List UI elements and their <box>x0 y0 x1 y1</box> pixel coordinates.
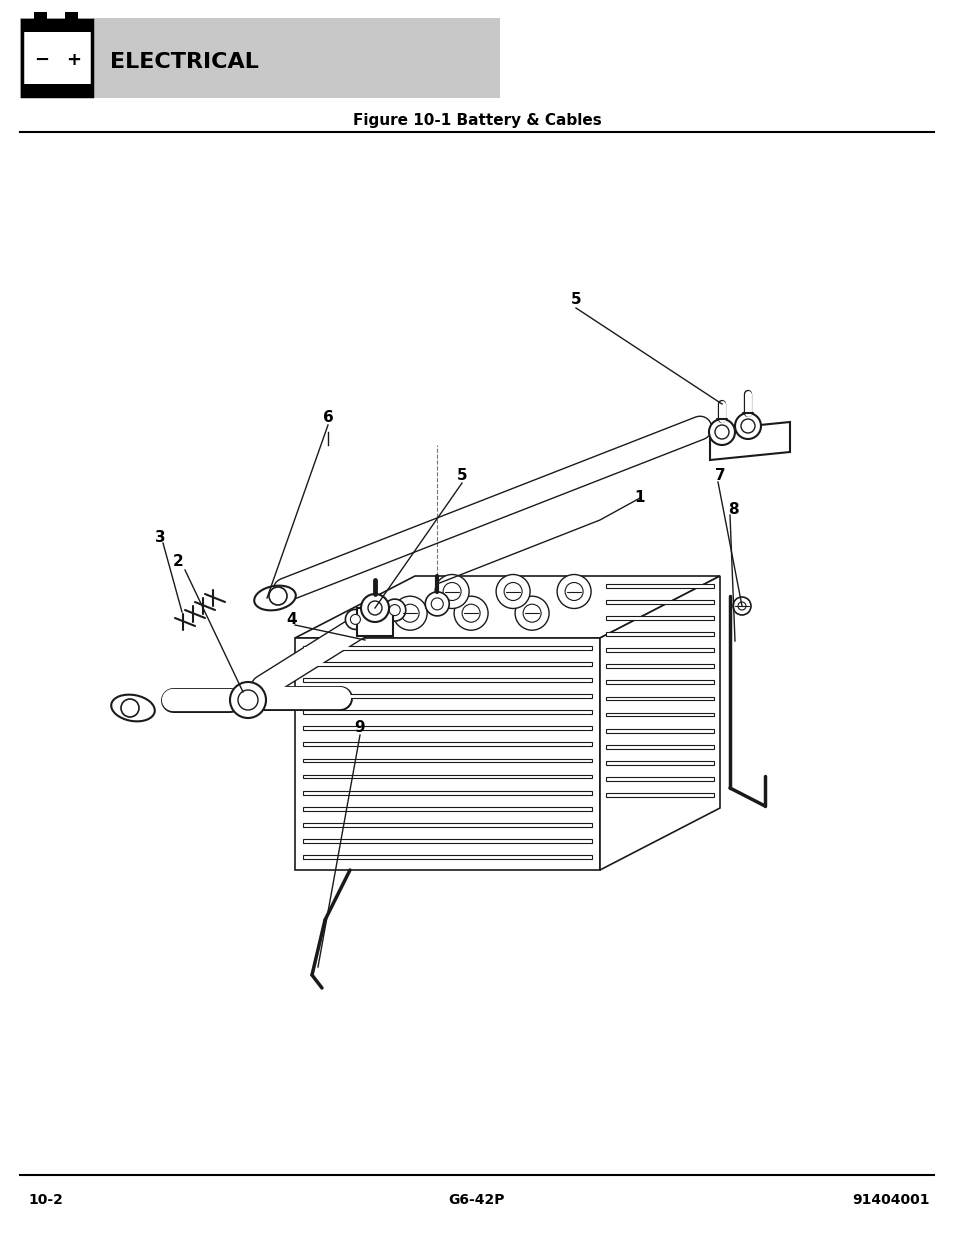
Bar <box>303 678 592 682</box>
Circle shape <box>121 699 139 718</box>
Bar <box>22 20 91 96</box>
Bar <box>303 662 592 666</box>
Circle shape <box>461 604 479 622</box>
Circle shape <box>522 604 540 622</box>
Circle shape <box>732 597 750 615</box>
Text: 2: 2 <box>172 555 183 569</box>
Circle shape <box>425 592 449 616</box>
Polygon shape <box>605 697 713 700</box>
Text: 9: 9 <box>355 720 365 736</box>
Circle shape <box>435 574 469 609</box>
Circle shape <box>708 419 734 445</box>
Bar <box>65 12 78 20</box>
Circle shape <box>515 597 549 630</box>
Circle shape <box>714 425 728 438</box>
Bar <box>303 823 592 826</box>
Text: 4: 4 <box>287 613 297 627</box>
Polygon shape <box>605 745 713 748</box>
Text: 7: 7 <box>714 468 724 483</box>
Circle shape <box>431 598 443 610</box>
Circle shape <box>400 604 418 622</box>
Circle shape <box>230 682 266 718</box>
Circle shape <box>389 605 400 615</box>
Text: 3: 3 <box>154 531 165 546</box>
Polygon shape <box>605 729 713 732</box>
Polygon shape <box>605 761 713 764</box>
Circle shape <box>237 690 257 710</box>
Circle shape <box>496 574 530 609</box>
Polygon shape <box>294 576 720 638</box>
Polygon shape <box>599 576 720 869</box>
Circle shape <box>734 412 760 438</box>
Bar <box>303 710 592 714</box>
Polygon shape <box>605 664 713 668</box>
Circle shape <box>557 574 591 609</box>
Polygon shape <box>605 600 713 604</box>
Bar <box>22 20 91 32</box>
Bar <box>356 608 393 636</box>
Circle shape <box>350 614 360 625</box>
Bar <box>20 19 499 98</box>
Polygon shape <box>605 713 713 716</box>
Ellipse shape <box>253 585 295 610</box>
Text: 1: 1 <box>634 490 644 505</box>
Bar <box>303 855 592 858</box>
Bar <box>303 726 592 730</box>
Polygon shape <box>709 422 789 459</box>
Bar <box>303 839 592 842</box>
Bar <box>34 12 47 20</box>
Bar <box>303 646 592 650</box>
Bar <box>303 774 592 778</box>
Bar <box>22 84 91 96</box>
Circle shape <box>269 587 287 605</box>
Text: +: + <box>67 51 81 69</box>
Polygon shape <box>605 793 713 797</box>
Bar <box>303 758 592 762</box>
Bar <box>303 694 592 698</box>
Circle shape <box>564 583 582 600</box>
Circle shape <box>360 594 389 622</box>
Polygon shape <box>605 584 713 588</box>
Polygon shape <box>605 777 713 781</box>
Bar <box>303 742 592 746</box>
Text: 91404001: 91404001 <box>852 1193 929 1207</box>
Circle shape <box>442 583 460 600</box>
Circle shape <box>345 609 365 630</box>
Circle shape <box>454 597 488 630</box>
Text: ELECTRICAL: ELECTRICAL <box>110 52 258 72</box>
Ellipse shape <box>112 694 154 721</box>
Text: −: − <box>34 51 50 69</box>
Circle shape <box>383 599 405 621</box>
Circle shape <box>738 601 745 610</box>
Circle shape <box>503 583 521 600</box>
Polygon shape <box>294 638 599 869</box>
Text: 10-2: 10-2 <box>28 1193 63 1207</box>
Text: 8: 8 <box>727 503 738 517</box>
Text: 6: 6 <box>322 410 333 426</box>
Text: 5: 5 <box>456 468 467 483</box>
Bar <box>303 806 592 810</box>
Circle shape <box>368 601 381 615</box>
Text: Figure 10-1 Battery & Cables: Figure 10-1 Battery & Cables <box>353 112 600 127</box>
Bar <box>303 790 592 794</box>
Circle shape <box>740 419 754 433</box>
Polygon shape <box>605 648 713 652</box>
Text: G6-42P: G6-42P <box>448 1193 505 1207</box>
Circle shape <box>393 597 427 630</box>
Text: 5: 5 <box>570 293 580 308</box>
Polygon shape <box>605 616 713 620</box>
Polygon shape <box>605 680 713 684</box>
Polygon shape <box>605 632 713 636</box>
